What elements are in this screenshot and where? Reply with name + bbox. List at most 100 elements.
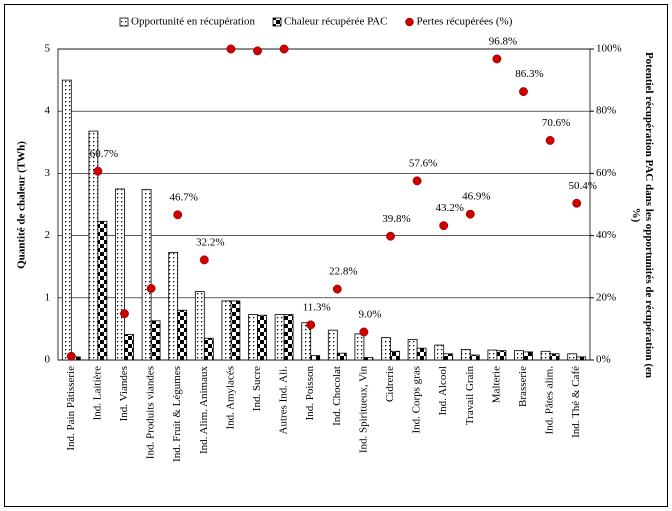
x-tick-label: Ind. Viandes bbox=[118, 366, 130, 421]
y-axis-label: Quantité de chaleur (TWh) bbox=[16, 141, 28, 269]
legend-marker bbox=[272, 17, 282, 27]
x-tick-label: Travail Grain bbox=[464, 366, 476, 426]
x-tick-label: Ind. Alim. Animaux bbox=[198, 366, 210, 455]
point bbox=[66, 351, 76, 361]
bar bbox=[549, 353, 560, 361]
data-label: 43.2% bbox=[435, 202, 463, 214]
point bbox=[253, 46, 262, 56]
x-tick-label: Ind. Laitière bbox=[91, 366, 103, 420]
bar bbox=[443, 353, 454, 361]
x-tick-label: Ind. Spiritueux, Vin bbox=[357, 366, 369, 454]
bar bbox=[141, 189, 152, 361]
point bbox=[332, 284, 342, 294]
legend-marker bbox=[405, 17, 414, 27]
data-label: 57.6% bbox=[409, 157, 437, 169]
bar bbox=[150, 320, 161, 361]
y2-tick-label: 40% bbox=[596, 229, 616, 241]
x-tick-label: Ind. Thé & Café bbox=[570, 366, 582, 438]
bar bbox=[407, 339, 418, 361]
bar bbox=[469, 354, 480, 361]
data-label: 96.8% bbox=[489, 35, 517, 47]
bar bbox=[97, 220, 108, 361]
bar bbox=[203, 337, 214, 361]
point bbox=[199, 255, 209, 265]
bar bbox=[381, 337, 391, 361]
point bbox=[279, 44, 289, 54]
x-tick-label: Ind. Poisson bbox=[304, 366, 316, 421]
data-label: 86.3% bbox=[515, 68, 543, 80]
point bbox=[465, 209, 475, 219]
y-tick-label: 0 bbox=[45, 354, 51, 366]
point bbox=[226, 44, 236, 54]
bar bbox=[354, 333, 365, 361]
bar bbox=[487, 349, 498, 361]
y-tick-label: 5 bbox=[45, 43, 51, 55]
data-label: 32.2% bbox=[196, 236, 224, 248]
bar bbox=[301, 322, 312, 361]
x-tick-label: Autres Ind. Ali. bbox=[278, 366, 290, 435]
x-tick-label: Malterie bbox=[490, 366, 502, 403]
point bbox=[519, 87, 528, 97]
y2-tick-label: 80% bbox=[596, 105, 616, 117]
x-tick-label: Ind. Sucre bbox=[251, 366, 263, 411]
bar bbox=[168, 251, 179, 361]
point bbox=[439, 221, 449, 231]
data-label: 39.8% bbox=[382, 213, 410, 225]
legend-label: Pertes récupérées (%) bbox=[416, 16, 512, 28]
x-tick-label: Ind. Fruit & Légumes bbox=[171, 366, 183, 462]
bar bbox=[390, 350, 400, 361]
data-label: 46.7% bbox=[169, 191, 197, 203]
bar bbox=[416, 347, 427, 361]
point bbox=[386, 231, 395, 241]
y2-axis-label-box: Potentiel récupération PAC dans les oppo… bbox=[630, 52, 655, 378]
bar bbox=[363, 357, 374, 361]
bar bbox=[115, 188, 125, 361]
bar bbox=[124, 334, 134, 361]
bar bbox=[248, 314, 258, 361]
data-label: 70.6% bbox=[542, 117, 570, 129]
bar bbox=[434, 344, 445, 361]
point bbox=[545, 135, 555, 145]
bar bbox=[514, 350, 524, 361]
point bbox=[492, 54, 502, 64]
bar bbox=[310, 355, 321, 361]
legend-marker bbox=[119, 17, 129, 27]
bar bbox=[540, 350, 551, 361]
data-label: 11.3% bbox=[303, 301, 331, 313]
bar bbox=[274, 314, 285, 361]
bar bbox=[496, 350, 507, 361]
data-label: 50.4% bbox=[568, 180, 596, 192]
y-tick-label: 2 bbox=[45, 229, 51, 241]
y-tick-label: 1 bbox=[45, 291, 51, 303]
data-label: 9.0% bbox=[358, 309, 381, 321]
x-tick-label: Ind. Chocolat bbox=[331, 366, 343, 426]
bar bbox=[567, 353, 578, 361]
bar bbox=[523, 351, 533, 361]
bar bbox=[257, 314, 267, 361]
data-label: 46.9% bbox=[462, 191, 490, 203]
x-tick-label: Ind. Amylacés bbox=[224, 366, 236, 430]
bar bbox=[61, 79, 72, 361]
bar bbox=[177, 309, 188, 361]
x-tick-label: Brasserie bbox=[517, 366, 529, 407]
bar bbox=[576, 356, 587, 361]
point bbox=[412, 176, 422, 186]
point bbox=[93, 166, 103, 176]
bar bbox=[221, 300, 232, 361]
x-tick-label: Ind. Corps gras bbox=[411, 366, 423, 434]
x-tick-label: Ind. Alcool bbox=[437, 366, 449, 416]
y-tick-label: 3 bbox=[45, 167, 51, 179]
bar bbox=[230, 300, 241, 361]
point bbox=[120, 309, 129, 319]
bar bbox=[88, 130, 99, 361]
x-tick-label: Ind. Pâtes alim. bbox=[544, 366, 556, 435]
legend-label: Opportunité en récupération bbox=[131, 16, 256, 28]
y2-tick-label: 20% bbox=[596, 291, 616, 303]
point bbox=[173, 210, 183, 220]
x-tick-label: Ind. Pain Pâtisserie bbox=[65, 366, 77, 451]
bar bbox=[194, 291, 205, 361]
y-tick-label: 4 bbox=[45, 105, 51, 117]
bar bbox=[336, 352, 347, 361]
bar bbox=[327, 329, 338, 361]
bar bbox=[283, 314, 294, 361]
